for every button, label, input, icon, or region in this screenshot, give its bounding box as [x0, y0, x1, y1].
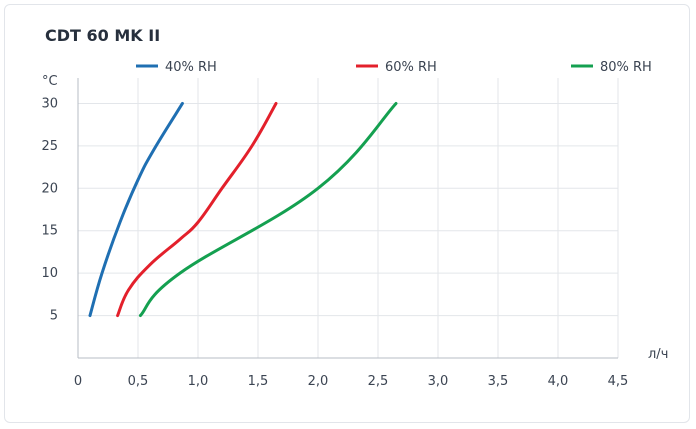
legend-label: 80% RH — [600, 60, 652, 75]
series-line — [116, 101, 278, 318]
y-tick-label: 30 — [41, 96, 58, 111]
x-tick-label: 2,0 — [308, 374, 329, 389]
x-tick-label: 0 — [74, 374, 82, 389]
y-tick-label: 25 — [41, 139, 58, 154]
x-tick-label: 1,0 — [188, 374, 209, 389]
chart-card — [4, 4, 690, 423]
x-tick-label: 3,5 — [488, 374, 509, 389]
x-tick-label: 2,5 — [368, 374, 389, 389]
chart-title: CDT 60 MK II — [45, 26, 161, 45]
y-tick-label: 10 — [41, 266, 58, 281]
series-line — [88, 101, 184, 318]
y-axis-label: °C — [42, 74, 58, 89]
x-axis-label: л/ч — [648, 347, 668, 362]
y-tick-label: 15 — [41, 224, 58, 239]
legend-label: 60% RH — [385, 60, 437, 75]
y-tick-label: 20 — [41, 181, 58, 196]
x-tick-label: 4,5 — [608, 374, 629, 389]
x-tick-label: 3,0 — [428, 374, 449, 389]
x-tick-label: 1,5 — [248, 374, 269, 389]
y-tick-label: 5 — [50, 309, 58, 324]
legend-label: 40% RH — [165, 60, 217, 75]
x-tick-label: 4,0 — [548, 374, 569, 389]
series-line — [138, 101, 398, 318]
x-tick-label: 0,5 — [128, 374, 149, 389]
